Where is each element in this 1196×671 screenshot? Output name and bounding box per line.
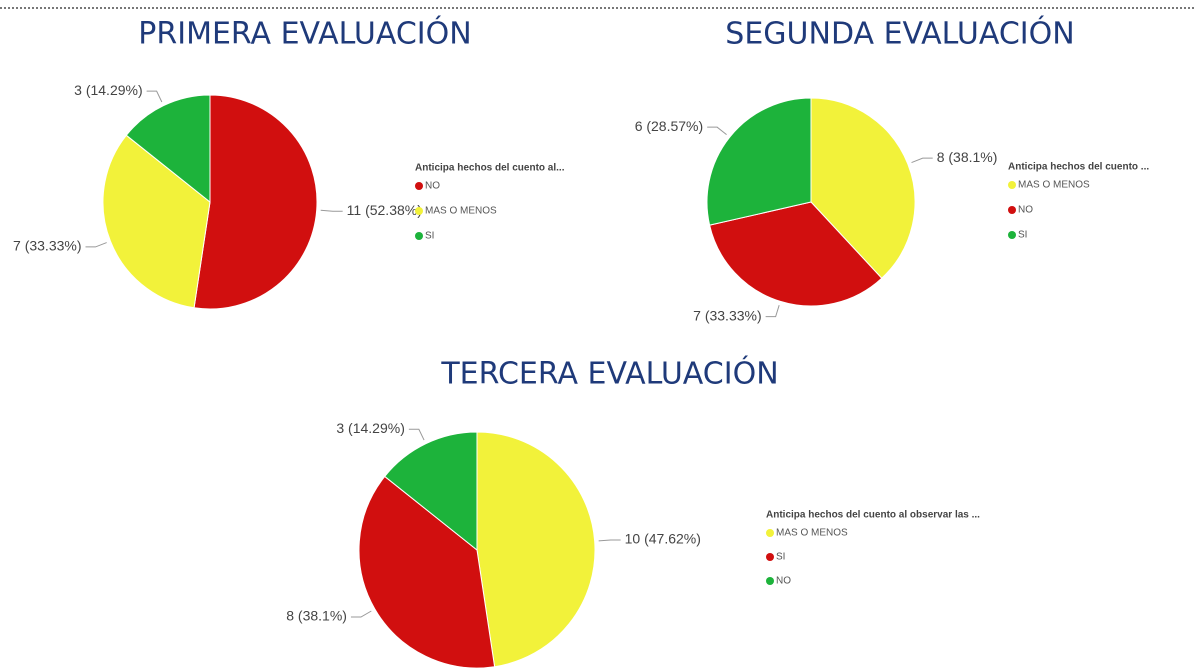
leader-line (707, 126, 727, 136)
legend-label: MAS O MENOS (425, 206, 497, 217)
leader-line (320, 209, 343, 212)
legend-label: NO (425, 181, 440, 192)
legend-swatch (415, 232, 423, 240)
pie-slice (193, 94, 318, 310)
chart-title: TERCERA EVALUACIÓN (440, 355, 778, 392)
chart-title: PRIMERA EVALUACIÓN (138, 15, 471, 52)
data-label: 8 (38.1%) (937, 149, 998, 165)
legend-label: NO (776, 576, 791, 587)
data-label: 3 (14.29%) (336, 420, 404, 436)
leader-line (85, 242, 107, 248)
pie-slice (358, 475, 496, 669)
legend-label: SI (425, 231, 434, 242)
data-label: 7 (33.33%) (693, 307, 761, 323)
legend-label: MAS O MENOS (776, 528, 848, 539)
legend-swatch (1008, 231, 1016, 239)
data-label: 8 (38.1%) (286, 608, 347, 624)
legend-swatch (1008, 181, 1016, 189)
legend-label: SI (776, 552, 785, 563)
data-label: 10 (47.62%) (625, 531, 701, 547)
leader-line (598, 539, 621, 542)
data-label: 6 (28.57%) (635, 118, 703, 134)
legend-title: Anticipa hechos del cuento al observar l… (766, 510, 980, 521)
pie-slice (476, 431, 596, 668)
legend-title: Anticipa hechos del cuento ... (1008, 162, 1149, 173)
data-label: 7 (33.33%) (13, 238, 81, 254)
leader-line (146, 90, 163, 103)
pie-slice (709, 201, 883, 307)
data-label: 3 (14.29%) (74, 82, 142, 98)
legend-label: SI (1018, 230, 1027, 241)
pie-slice (125, 94, 211, 204)
data-label: 11 (52.38%) (347, 202, 422, 218)
legend-title: Anticipa hechos del cuento al... (415, 163, 565, 174)
leader-line (350, 610, 372, 618)
legend-swatch (766, 529, 774, 537)
legend-swatch (1008, 206, 1016, 214)
legend-label: MAS O MENOS (1018, 180, 1090, 191)
leader-line (765, 305, 780, 318)
pie-slice (810, 97, 916, 279)
leader-line (408, 428, 425, 441)
pie-slice (102, 134, 211, 309)
pie-slice (706, 97, 812, 226)
leader-line (911, 157, 933, 164)
legend-swatch (415, 207, 423, 215)
chart-title: SEGUNDA EVALUACIÓN (725, 15, 1074, 52)
legend-label: NO (1018, 205, 1033, 216)
legend-swatch (415, 182, 423, 190)
legend-swatch (766, 577, 774, 585)
legend-swatch (766, 553, 774, 561)
pie-slice (384, 431, 478, 552)
